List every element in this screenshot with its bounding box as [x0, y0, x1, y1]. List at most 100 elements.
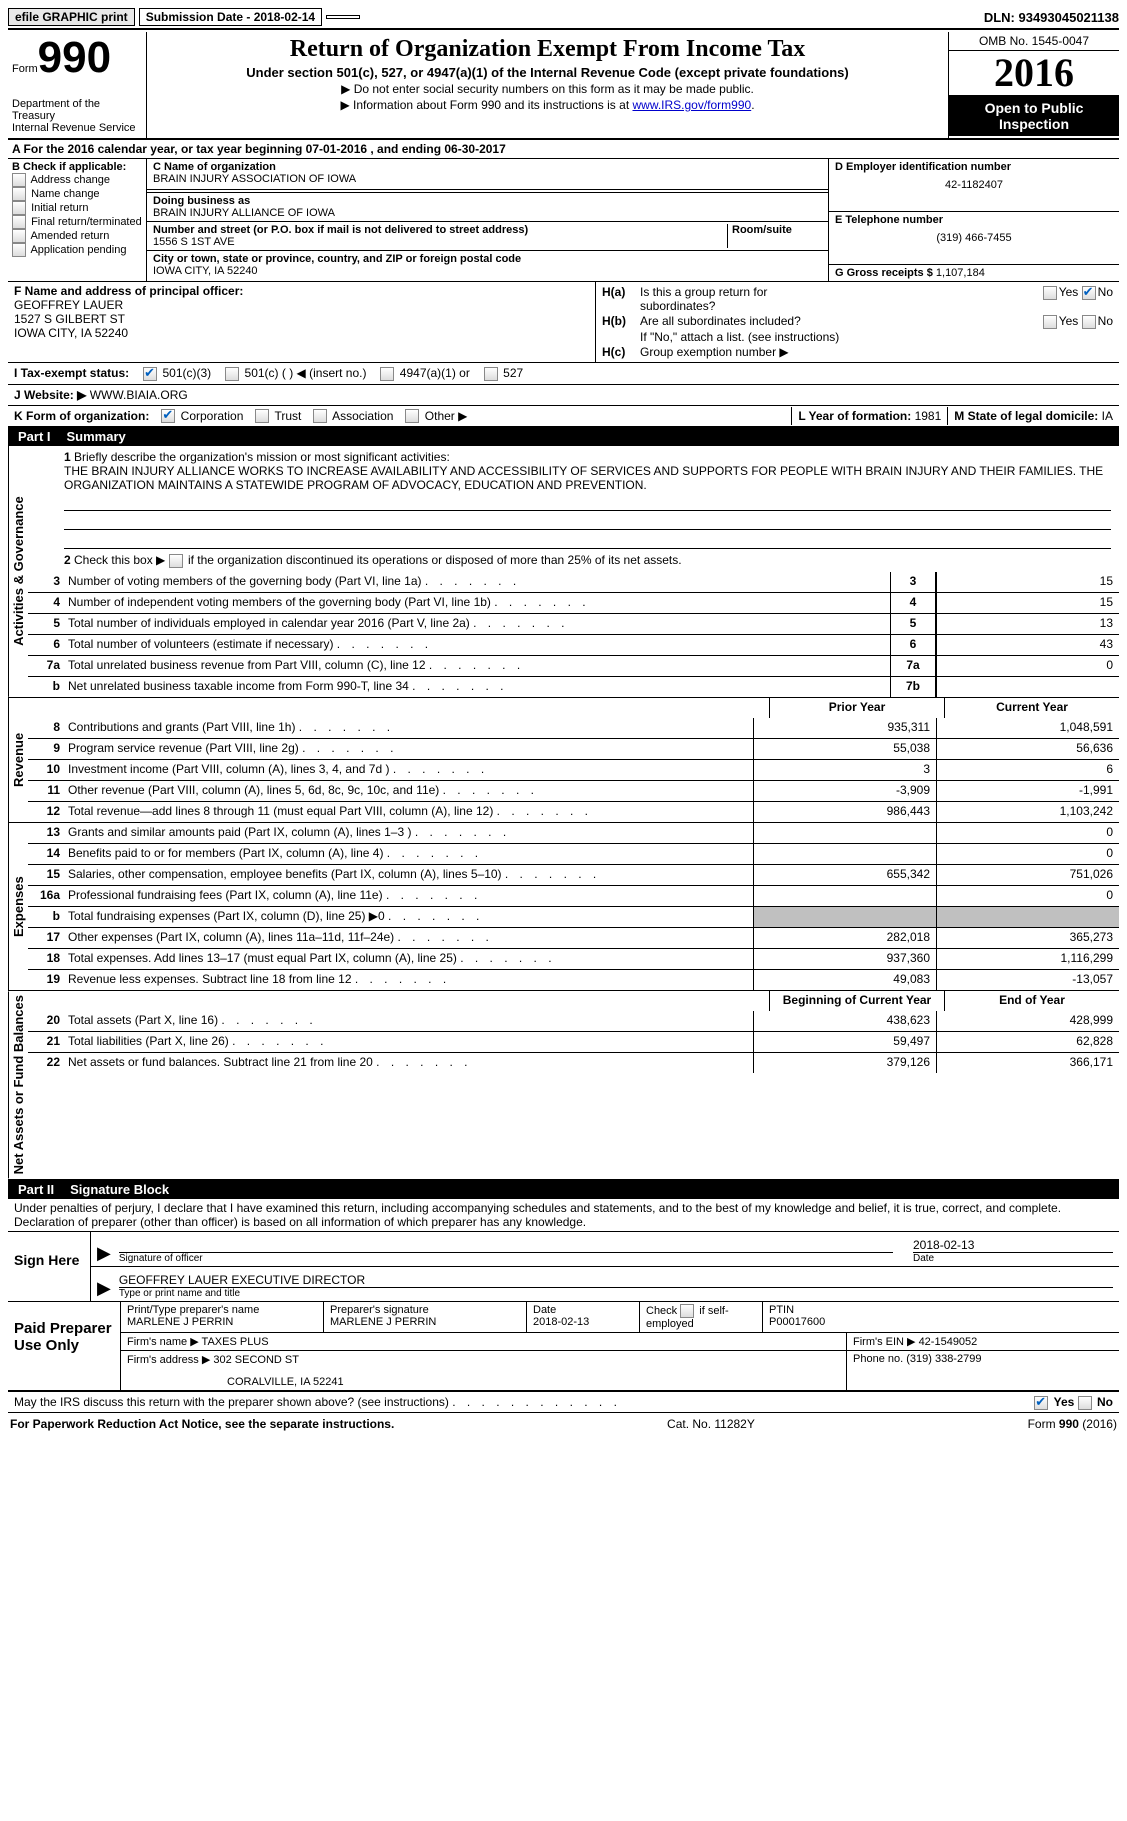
- street-label: Number and street (or P.O. box if mail i…: [153, 224, 727, 236]
- table-row: 6Total number of volunteers (estimate if…: [28, 634, 1119, 655]
- self-employed-checkbox[interactable]: [680, 1304, 694, 1318]
- firm-phone: (319) 338-2799: [906, 1353, 981, 1365]
- corporation-checkbox[interactable]: [161, 409, 175, 423]
- 501c-checkbox[interactable]: [225, 367, 239, 381]
- org-name: BRAIN INJURY ASSOCIATION OF IOWA: [153, 173, 822, 185]
- omb-number: OMB No. 1545-0047: [949, 32, 1119, 51]
- ha-yes-checkbox[interactable]: [1043, 286, 1057, 300]
- org-name-label: C Name of organization: [153, 161, 822, 173]
- ha-no-checkbox[interactable]: [1082, 286, 1096, 300]
- type-name-label: Type or print name and title: [119, 1288, 1113, 1299]
- form-header: Form990 Department of the Treasury Inter…: [8, 32, 1119, 140]
- ein-value: 42-1182407: [835, 179, 1113, 191]
- hb-note: If "No," attach a list. (see instruction…: [602, 330, 1113, 344]
- hb-yes-checkbox[interactable]: [1043, 315, 1057, 329]
- sign-here-block: Sign Here ▶ Signature of officer 2018-02…: [8, 1232, 1119, 1302]
- dln: DLN: 93493045021138: [984, 10, 1119, 25]
- dba-name: BRAIN INJURY ALLIANCE OF IOWA: [153, 207, 822, 219]
- firm-ein: 42-1549052: [919, 1336, 978, 1348]
- page-footer: For Paperwork Reduction Act Notice, see …: [8, 1413, 1119, 1435]
- ein-label: D Employer identification number: [835, 161, 1113, 173]
- website-value: WWW.BIAIA.ORG: [90, 388, 188, 402]
- table-row: 4Number of independent voting members of…: [28, 592, 1119, 613]
- amended-return-checkbox[interactable]: [12, 229, 26, 243]
- address-change-checkbox[interactable]: [12, 173, 26, 187]
- officer-group-row: F Name and address of principal officer:…: [8, 282, 1119, 363]
- sign-here-label: Sign Here: [8, 1232, 91, 1301]
- phone-label: E Telephone number: [835, 214, 1113, 226]
- initial-return-checkbox[interactable]: [12, 201, 26, 215]
- section-a-tax-period: A For the 2016 calendar year, or tax yea…: [8, 140, 1119, 159]
- table-row: 8Contributions and grants (Part VIII, li…: [28, 718, 1119, 738]
- hb-no-checkbox[interactable]: [1082, 315, 1096, 329]
- phone-value: (319) 466-7455: [835, 232, 1113, 244]
- paid-preparer-block: Paid Preparer Use Only Print/Type prepar…: [8, 1302, 1119, 1392]
- gross-receipts-label: G Gross receipts $: [835, 267, 933, 279]
- current-year-header: Current Year: [944, 698, 1119, 718]
- discuss-no-checkbox[interactable]: [1078, 1396, 1092, 1410]
- final-return-checkbox[interactable]: [12, 215, 26, 229]
- paperwork-notice: For Paperwork Reduction Act Notice, see …: [10, 1417, 394, 1431]
- table-row: 13Grants and similar amounts paid (Part …: [28, 823, 1119, 843]
- expenses-section: Expenses 13Grants and similar amounts pa…: [8, 823, 1119, 991]
- officer-street: 1527 S GILBERT ST: [14, 312, 589, 326]
- paid-preparer-label: Paid Preparer Use Only: [8, 1302, 121, 1390]
- principal-officer-label: F Name and address of principal officer:: [14, 284, 589, 298]
- beginning-year-header: Beginning of Current Year: [769, 991, 944, 1011]
- firm-address: 302 SECOND ST: [213, 1354, 299, 1366]
- activities-governance-section: Activities & Governance 1 Briefly descri…: [8, 446, 1119, 698]
- tax-year: 2016: [949, 51, 1119, 96]
- 501c3-checkbox[interactable]: [143, 367, 157, 381]
- info-note: ▶ Information about Form 990 and its ins…: [340, 98, 632, 112]
- firm-city: CORALVILLE, IA 52241: [127, 1376, 840, 1388]
- form-of-org-row: K Form of organization: Corporation Trus…: [8, 406, 1119, 428]
- discuss-yes-checkbox[interactable]: [1034, 1396, 1048, 1410]
- dept-treasury: Department of the Treasury: [12, 98, 142, 122]
- 4947-checkbox[interactable]: [380, 367, 394, 381]
- table-row: 16aProfessional fundraising fees (Part I…: [28, 885, 1119, 906]
- application-pending-checkbox[interactable]: [12, 243, 26, 257]
- open-inspection: Open to Public Inspection: [949, 96, 1119, 136]
- street-address: 1556 S 1ST AVE: [153, 236, 727, 248]
- discontinued-checkbox[interactable]: [169, 554, 183, 568]
- expenses-label: Expenses: [8, 823, 28, 990]
- 527-checkbox[interactable]: [484, 367, 498, 381]
- prior-year-header: Prior Year: [769, 698, 944, 718]
- catalog-number: Cat. No. 11282Y: [667, 1417, 755, 1431]
- efile-print-button[interactable]: efile GRAPHIC print: [8, 8, 135, 26]
- part-i-header: Part I Summary: [8, 427, 1119, 446]
- form-number: 990: [38, 33, 111, 82]
- dept-irs: Internal Revenue Service: [12, 122, 142, 134]
- tax-exempt-row: I Tax-exempt status: 501(c)(3) 501(c) ( …: [8, 363, 1119, 385]
- dba-label: Doing business as: [153, 195, 822, 207]
- ptin-value: P00017600: [769, 1316, 1113, 1328]
- table-row: 3Number of voting members of the governi…: [28, 572, 1119, 592]
- submission-date: Submission Date - 2018-02-14: [139, 8, 322, 26]
- officer-name: GEOFFREY LAUER: [14, 298, 589, 312]
- form-subtitle: Under section 501(c), 527, or 4947(a)(1)…: [157, 65, 938, 80]
- firm-name: TAXES PLUS: [202, 1336, 269, 1348]
- top-bar: efile GRAPHIC print Submission Date - 20…: [8, 8, 1119, 30]
- other-checkbox[interactable]: [405, 409, 419, 423]
- table-row: 20Total assets (Part X, line 16) . . . .…: [28, 1011, 1119, 1031]
- table-row: 5Total number of individuals employed in…: [28, 613, 1119, 634]
- form-ref: Form 990 (2016): [1028, 1417, 1117, 1431]
- website-row: J Website: ▶ WWW.BIAIA.ORG: [8, 385, 1119, 406]
- form-title: Return of Organization Exempt From Incom…: [157, 36, 938, 63]
- activities-governance-label: Activities & Governance: [8, 446, 28, 697]
- signature-date: 2018-02-13: [913, 1238, 1113, 1252]
- form-label: Form: [12, 63, 38, 75]
- table-row: 11Other revenue (Part VIII, column (A), …: [28, 780, 1119, 801]
- table-row: 19Revenue less expenses. Subtract line 1…: [28, 969, 1119, 990]
- association-checkbox[interactable]: [313, 409, 327, 423]
- table-row: bNet unrelated business taxable income f…: [28, 676, 1119, 697]
- irs-link[interactable]: www.IRS.gov/form990: [632, 98, 751, 112]
- part-ii-header: Part II Signature Block: [8, 1180, 1119, 1199]
- signature-officer-label: Signature of officer: [119, 1253, 893, 1264]
- city-label: City or town, state or province, country…: [153, 253, 822, 265]
- section-b-checkboxes: B Check if applicable: Address change Na…: [8, 159, 147, 281]
- date-label: Date: [913, 1253, 1113, 1264]
- table-row: 9Program service revenue (Part VIII, lin…: [28, 738, 1119, 759]
- trust-checkbox[interactable]: [255, 409, 269, 423]
- name-change-checkbox[interactable]: [12, 187, 26, 201]
